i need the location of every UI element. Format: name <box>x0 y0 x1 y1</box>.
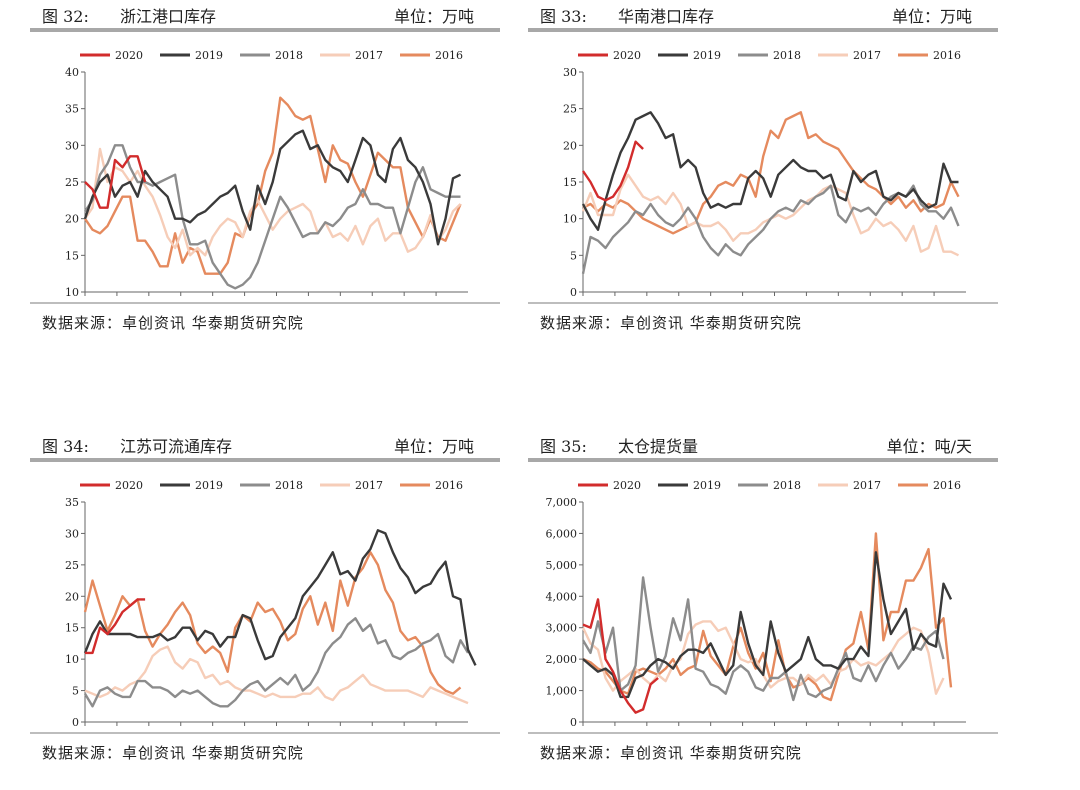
panel-footer: 数据来源：卓创资讯 华泰期货研究院 <box>528 732 998 762</box>
chart-panel-south-china: 图 33: 华南港口库存 单位：万吨 2020 2019 2018 2017 2016 0… <box>528 0 998 360</box>
panel-footer: 数据来源：卓创资讯 华泰期货研究院 <box>30 732 500 762</box>
legend-label-2016: 2016 <box>933 49 961 62</box>
y-tick-label: 20 <box>65 213 79 226</box>
y-tick-label: 25 <box>563 103 577 116</box>
line-chart: 2020 2019 2018 2017 2016 0 1,000 2,000 3,000 4,00… <box>546 479 966 729</box>
legend-label-2020: 2020 <box>613 479 641 492</box>
y-tick-label: 0 <box>570 286 577 299</box>
y-tick-label: 10 <box>65 653 79 666</box>
y-tick-label: 6,000 <box>546 527 578 540</box>
figure-number: 图 34: <box>42 437 89 456</box>
y-tick-label: 30 <box>65 527 79 540</box>
legend-label-2019: 2019 <box>693 49 721 62</box>
legend-label-2018: 2018 <box>773 479 801 492</box>
y-tick-label: 1,000 <box>546 685 578 698</box>
series-line-2020 <box>582 598 659 714</box>
legend-label-2017: 2017 <box>355 479 383 492</box>
line-chart: 20202019201820172016051015202530351月2月3月… <box>65 479 477 729</box>
line-chart: 202020192018201720160510152025301月2月3月4月… <box>563 49 966 299</box>
chart-panel-taicang: 图 35: 太仓提货量 单位：吨/天 2020 2019 2018 2017 2016 0… <box>528 430 998 790</box>
source-note: 数据来源：卓创资讯 华泰期货研究院 <box>42 314 304 332</box>
panel-footer: 数据来源：卓创资讯 华泰期货研究院 <box>30 302 500 332</box>
legend-label-2016: 2016 <box>435 49 463 62</box>
y-tick-label: 20 <box>65 590 79 603</box>
legend-label-2016: 2016 <box>435 479 463 492</box>
series-line-2018 <box>581 184 960 274</box>
y-tick-label: 0 <box>570 716 577 729</box>
figure-title: 浙江港口库存 <box>120 7 217 26</box>
legend-label-2019: 2019 <box>195 479 223 492</box>
series-line-2017 <box>84 147 462 257</box>
series-line-2020 <box>582 140 644 202</box>
legend-label-2020: 2020 <box>115 49 143 62</box>
series-line-2020 <box>85 598 146 655</box>
figure-unit: 单位：万吨 <box>393 437 474 456</box>
legend-label-2019: 2019 <box>195 49 223 62</box>
figure-unit: 单位：万吨 <box>393 7 474 26</box>
panel-header: 图 35: 太仓提货量 单位：吨/天 <box>528 430 998 462</box>
chart-panel-jiangsu: 图 34: 江苏可流通库存 单位：万吨 2020 2019 2018 2017 2016… <box>30 430 500 790</box>
chart-panel-zhejiang: 图 32: 浙江港口库存 单位：万吨 2020 2019 2018 2017 2016 1… <box>30 0 500 360</box>
series-line-2018 <box>84 144 461 290</box>
series-line-2020 <box>84 155 147 209</box>
y-tick-label: 35 <box>65 496 79 509</box>
y-tick-label: 40 <box>65 66 79 79</box>
figure-number: 图 35: <box>540 437 587 456</box>
source-note: 数据来源：卓创资讯 华泰期货研究院 <box>42 744 304 762</box>
y-tick-label: 35 <box>65 103 79 116</box>
figure-title: 太仓提货量 <box>618 437 699 456</box>
source-note: 数据来源：卓创资讯 华泰期货研究院 <box>540 314 802 332</box>
legend-label-2019: 2019 <box>693 479 721 492</box>
y-tick-label: 0 <box>72 716 79 729</box>
y-tick-label: 30 <box>563 66 577 79</box>
figure-title: 华南港口库存 <box>618 7 715 26</box>
legend-label-2018: 2018 <box>773 49 801 62</box>
y-tick-label: 15 <box>563 176 577 189</box>
panel-header: 图 34: 江苏可流通库存 单位：万吨 <box>30 430 500 462</box>
legend-label-2017: 2017 <box>355 49 383 62</box>
series-line-2019 <box>83 529 477 666</box>
legend-label-2016: 2016 <box>933 479 961 492</box>
legend-label-2020: 2020 <box>115 479 143 492</box>
series-line-2016 <box>582 111 960 235</box>
y-tick-label: 25 <box>65 559 79 572</box>
y-tick-label: 10 <box>563 213 577 226</box>
legend-label-2018: 2018 <box>275 479 303 492</box>
legend-label-2018: 2018 <box>275 49 303 62</box>
panel-footer: 数据来源：卓创资讯 华泰期货研究院 <box>528 302 998 332</box>
figure-number: 图 33: <box>540 7 587 26</box>
y-tick-label: 15 <box>65 622 79 635</box>
y-tick-label: 20 <box>563 139 577 152</box>
y-tick-label: 10 <box>65 286 79 299</box>
y-tick-label: 5,000 <box>546 559 578 572</box>
y-tick-label: 15 <box>65 249 79 262</box>
y-tick-label: 25 <box>65 176 79 189</box>
y-tick-label: 7,000 <box>546 496 578 509</box>
series-line-2018 <box>83 617 470 708</box>
series-line-2017 <box>84 645 469 705</box>
figure-unit: 单位：吨/天 <box>886 437 972 456</box>
series-line-2019 <box>582 551 953 699</box>
y-tick-label: 3,000 <box>546 622 578 635</box>
legend-label-2020: 2020 <box>613 49 641 62</box>
y-tick-label: 5 <box>570 249 577 262</box>
line-chart: 20202019201820172016101520253035401月2月3月… <box>65 49 468 299</box>
series-line-2016 <box>582 532 953 702</box>
figure-number: 图 32: <box>42 7 89 26</box>
panel-header: 图 32: 浙江港口库存 单位：万吨 <box>30 0 500 32</box>
figure-unit: 单位：万吨 <box>891 7 972 26</box>
series-line-2019 <box>83 129 462 246</box>
figure-title: 江苏可流通库存 <box>120 437 233 456</box>
y-tick-label: 5 <box>72 685 79 698</box>
series-line-2018 <box>581 576 945 702</box>
series-line-2019 <box>581 111 959 231</box>
y-tick-label: 30 <box>65 139 79 152</box>
series-line-2016 <box>84 96 462 275</box>
panel-header: 图 33: 华南港口库存 单位：万吨 <box>528 0 998 32</box>
y-tick-label: 2,000 <box>546 653 578 666</box>
legend-label-2017: 2017 <box>853 49 881 62</box>
legend-label-2017: 2017 <box>853 479 881 492</box>
y-tick-label: 4,000 <box>546 590 578 603</box>
source-note: 数据来源：卓创资讯 华泰期货研究院 <box>540 744 802 762</box>
